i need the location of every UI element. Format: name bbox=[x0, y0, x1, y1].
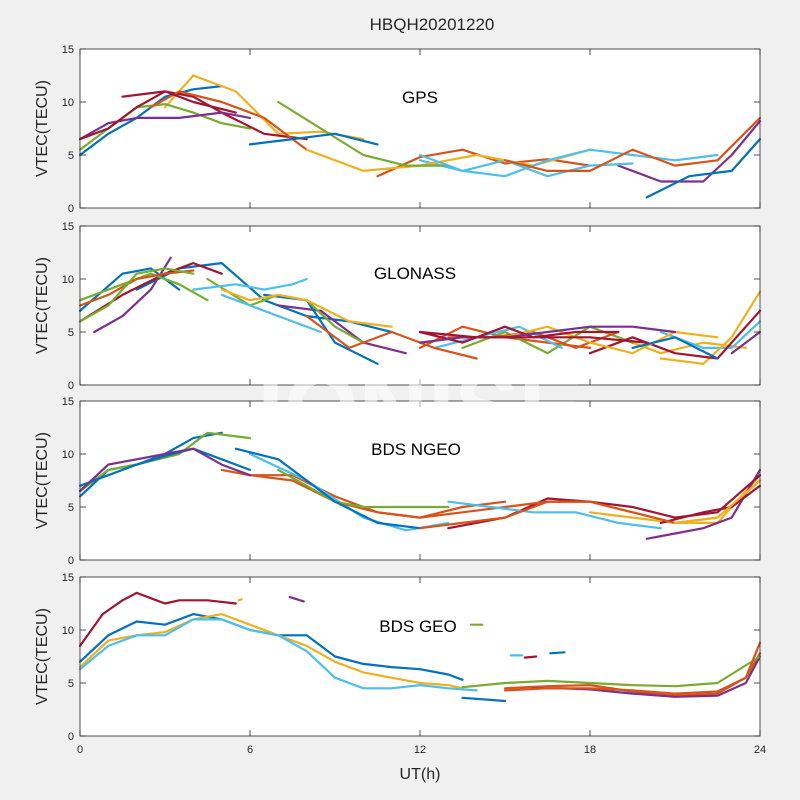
y-tick-label: 5 bbox=[68, 502, 74, 514]
series-line bbox=[418, 500, 677, 530]
x-axis-label: UT(h) bbox=[400, 766, 441, 783]
series-line bbox=[659, 290, 762, 365]
panel-annotation: GLONASS bbox=[374, 264, 456, 283]
y-axis-label: VTEC(TECU) bbox=[34, 80, 51, 177]
series-line bbox=[263, 293, 379, 365]
plot-area bbox=[80, 226, 760, 385]
series-line bbox=[631, 336, 719, 360]
series-line bbox=[78, 111, 252, 141]
series-line bbox=[277, 304, 407, 355]
series-line bbox=[418, 325, 620, 344]
y-tick-label: 10 bbox=[62, 274, 74, 286]
y-tick-label: 15 bbox=[62, 44, 74, 56]
series-line bbox=[418, 325, 677, 344]
series-line bbox=[673, 479, 762, 525]
y-tick-label: 15 bbox=[62, 221, 74, 233]
series-line bbox=[248, 474, 592, 519]
series-line bbox=[659, 484, 762, 525]
y-tick-label: 10 bbox=[62, 97, 74, 109]
plot-area bbox=[80, 401, 760, 560]
x-tick-label: 24 bbox=[754, 744, 766, 756]
series-line bbox=[288, 595, 305, 603]
x-tick-label: 6 bbox=[247, 744, 253, 756]
panel-1: 0 5 10 15 VTEC(TECU) GLONASS bbox=[34, 221, 762, 392]
series-line bbox=[220, 288, 393, 328]
series-line bbox=[503, 325, 719, 355]
y-axis-label: VTEC(TECU) bbox=[34, 608, 51, 705]
series-line bbox=[149, 90, 308, 151]
series-line bbox=[418, 330, 648, 344]
series-line bbox=[78, 272, 209, 302]
series-line bbox=[645, 468, 762, 540]
series-line bbox=[78, 591, 237, 648]
y-tick-label: 5 bbox=[68, 150, 74, 162]
series-line bbox=[78, 269, 195, 307]
series-line bbox=[418, 148, 719, 178]
panel-annotation: BDS NGEO bbox=[371, 440, 461, 459]
panel-0: 0 5 10 15 VTEC(TECU) GPS bbox=[34, 44, 762, 215]
series-line bbox=[447, 500, 662, 530]
series-line bbox=[461, 655, 762, 689]
plot-area bbox=[80, 49, 760, 208]
y-tick-label: 5 bbox=[68, 327, 74, 339]
series-line bbox=[503, 116, 762, 172]
watermark-text: IONISE bbox=[257, 354, 582, 461]
y-tick-label: 0 bbox=[68, 203, 74, 215]
y-axis-label: VTEC(TECU) bbox=[34, 257, 51, 354]
series-line bbox=[234, 447, 422, 530]
x-tick-label: 0 bbox=[77, 744, 83, 756]
series-line bbox=[78, 447, 252, 487]
series-line bbox=[78, 618, 478, 692]
series-line bbox=[78, 447, 252, 493]
y-tick-label: 0 bbox=[68, 380, 74, 392]
y-tick-label: 15 bbox=[62, 396, 74, 408]
series-line bbox=[617, 119, 762, 183]
y-tick-label: 5 bbox=[68, 678, 74, 690]
series-line bbox=[588, 309, 762, 360]
series-line bbox=[549, 651, 566, 655]
plot-area bbox=[80, 577, 760, 736]
series-line bbox=[461, 696, 507, 703]
panel-annotation: GPS bbox=[402, 88, 438, 107]
y-tick-label: 10 bbox=[62, 625, 74, 637]
series-line bbox=[237, 598, 243, 602]
x-tick-label: 12 bbox=[414, 744, 426, 756]
series-line bbox=[523, 655, 538, 659]
y-tick-label: 10 bbox=[62, 449, 74, 461]
series-line bbox=[248, 132, 379, 146]
figure-title: HBQH20201220 bbox=[370, 15, 495, 34]
series-line bbox=[78, 90, 237, 141]
series-line bbox=[503, 641, 762, 695]
panel-2: 0 5 10 15 VTEC(TECU) BDS NGEO bbox=[34, 396, 762, 567]
y-axis-label: VTEC(TECU) bbox=[34, 432, 51, 529]
series-line bbox=[730, 330, 762, 355]
series-line bbox=[78, 267, 195, 323]
series-line bbox=[192, 277, 308, 291]
y-tick-label: 15 bbox=[62, 572, 74, 584]
series-line bbox=[277, 468, 450, 509]
series-line bbox=[277, 100, 450, 167]
panel-3: 0 5 10 15 0 6 12 18 24 VTEC(TECU) BDS GEO bbox=[34, 572, 766, 756]
series-line bbox=[645, 138, 762, 199]
series-line bbox=[220, 293, 322, 334]
series-line bbox=[305, 315, 478, 360]
y-tick-label: 0 bbox=[68, 731, 74, 743]
panel-annotation: BDS GEO bbox=[379, 617, 456, 636]
y-tick-label: 0 bbox=[68, 555, 74, 567]
x-tick-label: 18 bbox=[584, 744, 596, 756]
